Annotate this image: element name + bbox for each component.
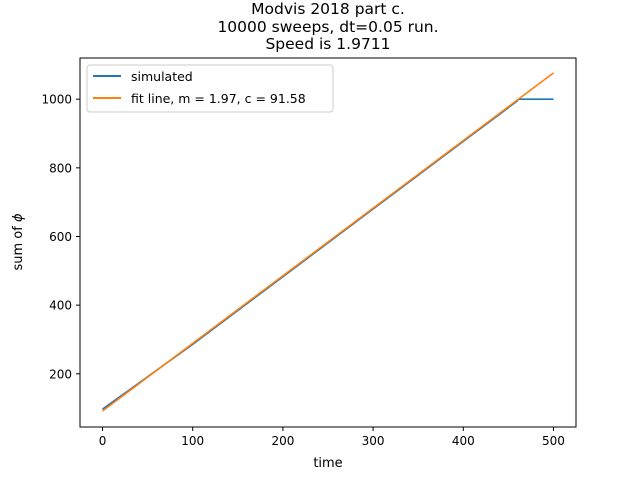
title-line-3: Speed is 1.9711 [265, 35, 390, 53]
legend-label-simulated: simulated [131, 69, 193, 84]
x-tick-label-400: 400 [452, 434, 475, 448]
y-tick-label-400: 400 [49, 299, 72, 313]
chart-title: Modvis 2018 part c. 10000 sweeps, dt=0.0… [217, 0, 438, 53]
x-tick-label-100: 100 [181, 434, 204, 448]
series-fit-line [102, 72, 554, 412]
y-tick-label-200: 200 [49, 367, 72, 381]
x-tick-label-0: 0 [99, 434, 107, 448]
x-tick-label-200: 200 [271, 434, 294, 448]
plot-frame [79, 57, 577, 428]
y-tick-label-1000: 1000 [41, 93, 72, 107]
y-tick-label-600: 600 [49, 230, 72, 244]
x-tick-label-500: 500 [542, 434, 565, 448]
series-lines [102, 72, 554, 412]
y-axis-label-text: sum of [11, 222, 26, 270]
title-line-1: Modvis 2018 part c. [251, 0, 405, 18]
title-line-2: 10000 sweeps, dt=0.05 run. [217, 18, 438, 36]
legend: simulated fit line, m = 1.97, c = 91.58 [86, 64, 334, 113]
y-tick-label-800: 800 [49, 161, 72, 175]
y-axis-label: sum of ϕ [11, 213, 26, 270]
x-tick-label-300: 300 [362, 434, 385, 448]
legend-label-fit-line: fit line, m = 1.97, c = 91.58 [131, 91, 306, 106]
axis-ticks: 0 100 200 300 400 500 200 400 600 800 1000 [41, 93, 564, 448]
x-axis-label: time [313, 456, 342, 471]
legend-box [86, 64, 334, 113]
phi-symbol: ϕ [11, 213, 26, 222]
